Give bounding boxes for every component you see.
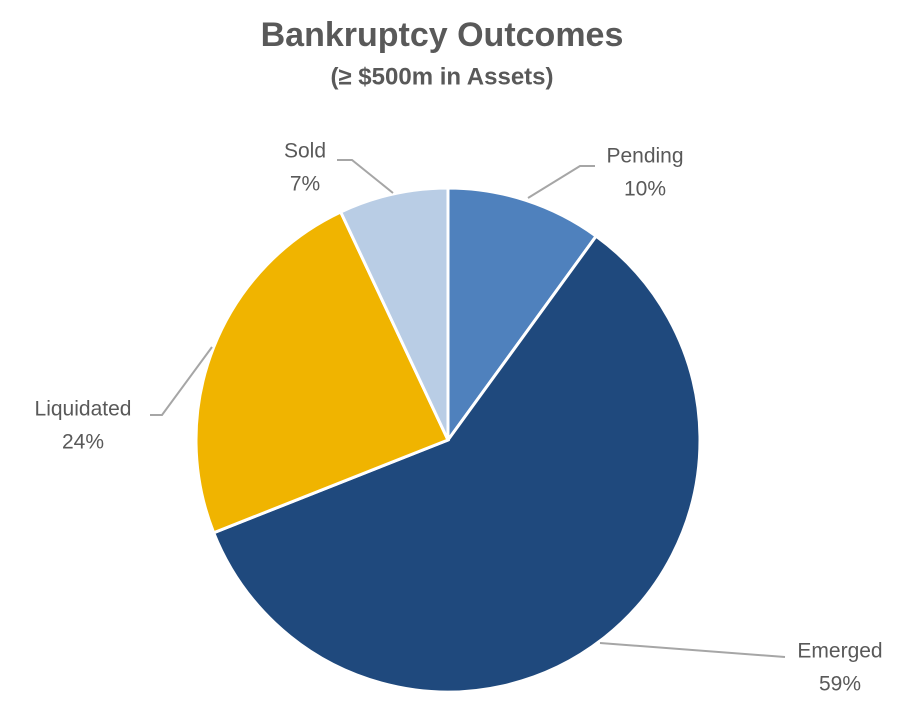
leader-line [150,346,213,416]
pie-slice [446,186,599,445]
slice-label: Sold [284,140,326,163]
slice-value-label: 7% [290,173,320,196]
leader-line [527,165,595,199]
slice-label: Liquidated [35,398,132,421]
pie-slice [211,234,702,694]
chart-subtitle: (≥ $500m in Assets) [330,63,553,90]
slice-value-label: 10% [624,178,666,201]
slice-value-label: 24% [62,431,104,454]
leader-line [337,159,394,194]
pie-slice [194,209,451,535]
slice-label: Pending [606,145,683,168]
chart-title: Bankruptcy Outcomes [261,16,624,54]
slice-label: Emerged [797,640,882,663]
pie-slice [338,186,450,441]
slice-value-label: 59% [819,673,861,696]
leader-line [599,642,786,658]
